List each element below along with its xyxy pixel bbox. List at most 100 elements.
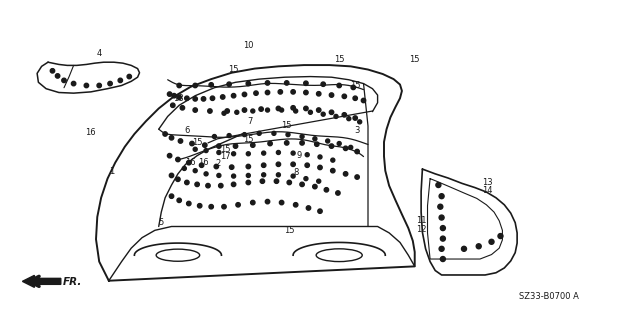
Circle shape xyxy=(353,116,357,120)
Circle shape xyxy=(276,151,280,154)
Circle shape xyxy=(84,83,88,88)
Circle shape xyxy=(200,163,204,167)
Text: 15: 15 xyxy=(228,65,239,74)
Circle shape xyxy=(344,146,348,151)
Text: 16: 16 xyxy=(198,158,209,167)
Circle shape xyxy=(204,172,208,176)
Circle shape xyxy=(439,246,444,251)
Text: 7: 7 xyxy=(247,117,252,126)
Circle shape xyxy=(168,92,172,96)
Circle shape xyxy=(313,184,317,189)
Text: 9: 9 xyxy=(297,151,302,160)
Circle shape xyxy=(304,90,308,95)
Circle shape xyxy=(280,108,284,112)
Circle shape xyxy=(344,172,348,176)
Circle shape xyxy=(235,110,239,114)
Circle shape xyxy=(62,78,66,83)
Circle shape xyxy=(187,201,191,206)
Circle shape xyxy=(355,175,359,179)
Text: 17: 17 xyxy=(220,152,230,161)
Text: 15: 15 xyxy=(410,56,420,64)
Circle shape xyxy=(206,183,210,188)
Circle shape xyxy=(193,169,197,173)
Text: 4: 4 xyxy=(97,49,102,58)
Circle shape xyxy=(246,174,250,177)
Circle shape xyxy=(251,109,255,113)
Circle shape xyxy=(185,96,189,100)
Circle shape xyxy=(308,110,312,114)
Circle shape xyxy=(331,168,335,173)
Circle shape xyxy=(246,164,250,169)
Circle shape xyxy=(211,96,214,100)
Circle shape xyxy=(362,98,365,103)
Circle shape xyxy=(321,112,325,116)
Circle shape xyxy=(439,215,444,220)
Circle shape xyxy=(337,142,341,145)
Text: 11: 11 xyxy=(416,216,426,225)
Circle shape xyxy=(304,106,308,111)
Circle shape xyxy=(193,147,197,151)
Circle shape xyxy=(358,120,362,124)
Circle shape xyxy=(436,182,441,188)
Circle shape xyxy=(259,107,263,111)
Circle shape xyxy=(193,97,197,101)
Text: 16: 16 xyxy=(186,158,196,167)
Circle shape xyxy=(227,134,231,137)
Circle shape xyxy=(257,131,261,135)
Circle shape xyxy=(268,141,272,146)
Circle shape xyxy=(300,141,304,145)
Circle shape xyxy=(170,194,173,198)
Text: FR.: FR. xyxy=(63,277,82,287)
Circle shape xyxy=(222,111,226,115)
Circle shape xyxy=(182,167,186,170)
Circle shape xyxy=(209,83,213,87)
Circle shape xyxy=(324,188,328,192)
Circle shape xyxy=(291,174,295,178)
Circle shape xyxy=(262,151,266,155)
Text: 1: 1 xyxy=(109,167,115,176)
Circle shape xyxy=(266,199,269,204)
Circle shape xyxy=(51,69,54,73)
Circle shape xyxy=(214,164,218,169)
Circle shape xyxy=(187,160,191,165)
Circle shape xyxy=(243,133,246,137)
Circle shape xyxy=(287,180,291,185)
Circle shape xyxy=(227,82,231,86)
Circle shape xyxy=(168,153,172,158)
Text: 18: 18 xyxy=(173,94,183,103)
Circle shape xyxy=(286,133,290,137)
Circle shape xyxy=(326,139,330,143)
Circle shape xyxy=(180,106,184,110)
Circle shape xyxy=(243,92,246,97)
Circle shape xyxy=(315,142,319,146)
Circle shape xyxy=(234,144,237,148)
Circle shape xyxy=(177,198,181,203)
Text: 16: 16 xyxy=(86,128,96,137)
Text: 5: 5 xyxy=(159,218,164,227)
Text: 15: 15 xyxy=(334,56,344,64)
Circle shape xyxy=(440,256,445,262)
Text: 2: 2 xyxy=(215,159,220,168)
Circle shape xyxy=(232,174,236,178)
Circle shape xyxy=(243,108,246,112)
Circle shape xyxy=(202,97,205,101)
Circle shape xyxy=(294,203,298,207)
Circle shape xyxy=(190,141,194,146)
Circle shape xyxy=(108,81,112,86)
Circle shape xyxy=(230,165,234,169)
Circle shape xyxy=(438,204,443,209)
Circle shape xyxy=(170,173,173,178)
Circle shape xyxy=(195,182,199,187)
Circle shape xyxy=(177,83,181,88)
FancyArrow shape xyxy=(22,275,61,287)
Circle shape xyxy=(163,132,167,136)
Circle shape xyxy=(440,226,445,231)
Text: 15: 15 xyxy=(284,226,294,235)
Circle shape xyxy=(347,117,351,121)
Circle shape xyxy=(307,206,310,210)
Circle shape xyxy=(351,85,355,90)
Circle shape xyxy=(291,151,295,155)
Circle shape xyxy=(272,131,276,135)
Circle shape xyxy=(276,162,280,167)
Circle shape xyxy=(353,96,357,100)
